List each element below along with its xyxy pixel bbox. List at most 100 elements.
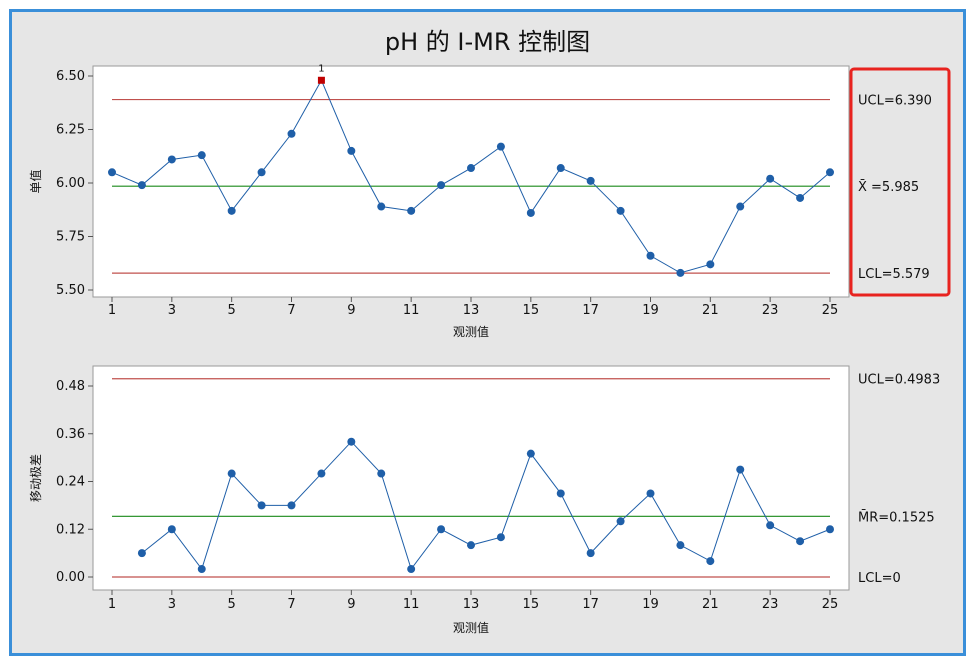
x-tick-label: 15 xyxy=(523,303,540,318)
x-tick-label: 17 xyxy=(582,597,599,612)
x-tick-label: 3 xyxy=(168,303,176,318)
data-point xyxy=(287,501,296,510)
x-tick-label: 9 xyxy=(347,303,355,318)
data-point xyxy=(377,469,386,478)
x-tick-label: 13 xyxy=(463,597,480,612)
center-label: M̄R=0.1525 xyxy=(858,510,935,525)
lcl-label: LCL=0 xyxy=(858,571,901,586)
x-tick-label: 9 xyxy=(347,597,355,612)
plot-area xyxy=(92,65,850,298)
data-point xyxy=(197,151,206,160)
x-tick-label: 1 xyxy=(108,597,116,612)
data-point xyxy=(826,168,834,177)
data-point xyxy=(167,155,176,164)
data-point xyxy=(137,181,146,190)
data-point xyxy=(616,517,625,526)
x-tick-label: 1 xyxy=(108,303,116,318)
y-tick-label: 0.00 xyxy=(56,570,85,585)
data-point xyxy=(796,193,805,202)
x-tick-label: 11 xyxy=(403,597,420,612)
x-tick-label: 13 xyxy=(463,303,480,318)
data-point xyxy=(706,260,715,269)
x-tick-label: 19 xyxy=(642,303,659,318)
x-tick-label: 11 xyxy=(403,303,420,318)
x-tick-label: 19 xyxy=(642,597,659,612)
data-point xyxy=(526,449,535,458)
data-point xyxy=(377,202,386,211)
ucl-label: UCL=6.390 xyxy=(858,94,932,109)
y-axis-title: 单值 xyxy=(28,169,43,193)
data-point xyxy=(227,206,236,215)
x-axis-title: 观测值 xyxy=(453,620,489,635)
data-point xyxy=(706,557,715,566)
y-tick-label: 0.48 xyxy=(56,379,85,394)
data-point xyxy=(496,142,505,151)
flagged-point xyxy=(317,76,325,84)
data-point xyxy=(556,164,565,173)
center-label: X̄ =5.985 xyxy=(858,180,919,195)
data-point xyxy=(646,489,655,498)
data-point xyxy=(826,525,834,534)
data-point xyxy=(467,164,475,173)
data-point xyxy=(257,501,266,510)
x-tick-label: 15 xyxy=(523,597,540,612)
x-tick-label: 5 xyxy=(228,597,236,612)
ucl-label: UCL=0.4983 xyxy=(858,373,940,388)
data-point xyxy=(646,251,655,260)
data-point xyxy=(676,268,685,277)
y-tick-label: 6.25 xyxy=(56,123,85,138)
data-point xyxy=(407,565,416,574)
data-point xyxy=(437,525,446,534)
x-tick-label: 7 xyxy=(287,303,295,318)
data-point xyxy=(676,541,685,550)
limits-highlight-box xyxy=(849,67,951,297)
data-point xyxy=(287,129,296,138)
y-tick-label: 5.50 xyxy=(56,283,85,298)
data-point xyxy=(167,525,176,534)
data-point xyxy=(526,208,535,217)
data-point xyxy=(108,168,116,177)
data-point xyxy=(616,206,625,215)
data-point xyxy=(347,146,356,155)
data-point xyxy=(437,181,446,190)
data-point xyxy=(556,489,565,498)
data-point xyxy=(766,174,775,183)
data-point xyxy=(586,549,595,558)
x-axis-title: 观测值 xyxy=(453,324,489,339)
data-point xyxy=(257,168,266,177)
data-point xyxy=(736,465,745,474)
data-point xyxy=(496,533,505,542)
y-tick-label: 6.00 xyxy=(56,176,85,191)
y-tick-label: 0.36 xyxy=(56,427,85,442)
x-tick-label: 25 xyxy=(822,597,839,612)
x-tick-label: 23 xyxy=(762,597,779,612)
plot-area xyxy=(92,365,850,591)
x-tick-label: 3 xyxy=(168,597,176,612)
data-point xyxy=(467,541,475,550)
x-tick-label: 17 xyxy=(582,303,599,318)
flag-label: 1 xyxy=(318,63,324,74)
y-tick-label: 5.75 xyxy=(56,230,85,245)
data-point xyxy=(137,549,146,558)
data-point xyxy=(407,206,416,215)
data-point xyxy=(766,521,775,530)
x-tick-label: 21 xyxy=(702,597,719,612)
data-point xyxy=(317,469,326,478)
lcl-label: LCL=5.579 xyxy=(858,267,930,282)
y-tick-label: 0.24 xyxy=(56,475,85,490)
series-line xyxy=(141,440,831,571)
x-tick-label: 21 xyxy=(702,303,719,318)
data-point xyxy=(197,565,206,574)
y-axis-title: 移动极差 xyxy=(29,454,43,502)
x-tick-label: 7 xyxy=(287,597,295,612)
data-point xyxy=(347,437,356,446)
x-tick-label: 23 xyxy=(762,303,779,318)
chart-title: pH 的 I-MR 控制图 xyxy=(384,28,591,56)
data-point xyxy=(736,202,745,211)
data-point xyxy=(227,469,236,478)
y-tick-label: 0.12 xyxy=(56,522,85,537)
x-tick-label: 25 xyxy=(822,303,839,318)
data-point xyxy=(586,176,595,185)
y-tick-label: 6.50 xyxy=(56,69,85,84)
